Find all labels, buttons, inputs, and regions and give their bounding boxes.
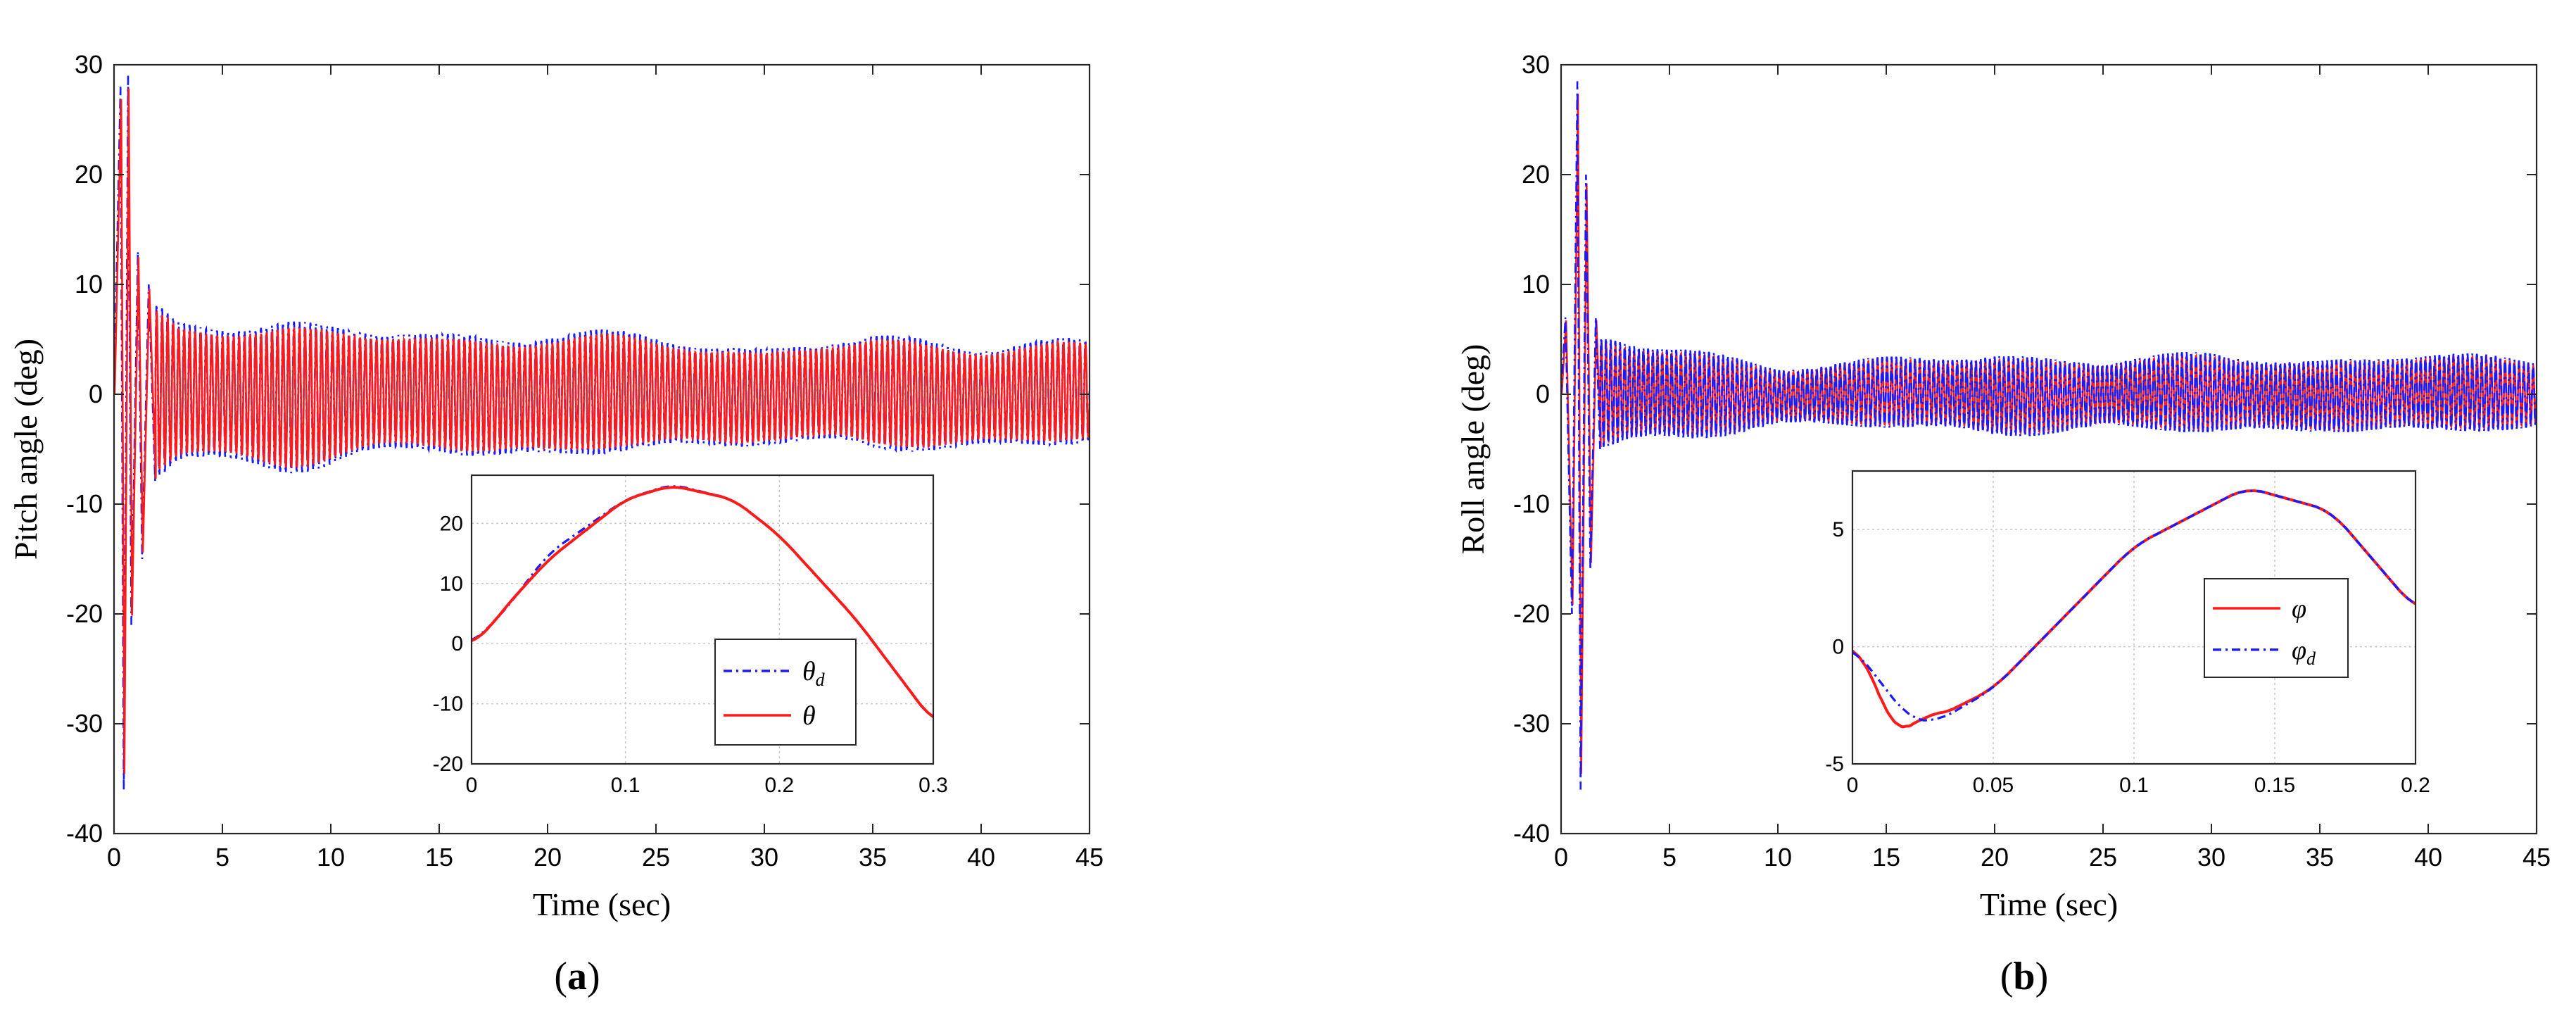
x-axis-label: Time (sec) bbox=[1980, 886, 2118, 922]
plot-frame bbox=[113, 63, 1091, 835]
x-tick-label: 5 bbox=[215, 843, 229, 872]
inset-y-tick-label: 5 bbox=[1832, 518, 1844, 541]
x-axis-label: Time (sec) bbox=[533, 886, 671, 922]
inset-x-tick-label: 0.2 bbox=[764, 774, 794, 797]
y-tick-label: 0 bbox=[89, 379, 103, 408]
main-signal bbox=[114, 75, 1090, 790]
y-tick-label: -10 bbox=[66, 489, 103, 518]
legend-label: θ bbox=[802, 701, 816, 731]
inset-x-tick-label: 0.05 bbox=[1973, 774, 2014, 797]
legend: θd θ bbox=[714, 639, 857, 746]
legend: φ φd bbox=[2204, 578, 2349, 678]
y-tick-label: 10 bbox=[75, 270, 103, 299]
inset-x-tick-label: 0.2 bbox=[2401, 774, 2430, 797]
x-tick-label: 30 bbox=[750, 843, 778, 872]
inset-frame bbox=[1851, 470, 2417, 765]
inset-y-tick-label: -10 bbox=[433, 693, 463, 716]
y-tick-label: 20 bbox=[75, 160, 103, 189]
y-tick-label: 0 bbox=[1536, 379, 1550, 408]
inset-line-actual bbox=[1852, 489, 2416, 729]
inset-y-tick-label: 0 bbox=[1832, 636, 1844, 659]
y-tick-label: 30 bbox=[75, 50, 103, 79]
legend-label: φ bbox=[2292, 594, 2306, 624]
plot-frame bbox=[1560, 63, 2538, 835]
pitch-angle-chart: 0 5 10 15 20 25 30 35 40 45 -40 -30 -20 -10 0 10 20 30 Tim… bbox=[8, 50, 1104, 998]
x-tick-label: 45 bbox=[1075, 843, 1104, 872]
inset-line-actual bbox=[472, 486, 933, 718]
y-tick-label: 10 bbox=[1522, 270, 1550, 299]
x-tick-label: 40 bbox=[967, 843, 995, 872]
inset-x-tick-label: 0.3 bbox=[918, 774, 948, 797]
x-tick-label: 20 bbox=[1981, 843, 2009, 872]
x-tick-label: 35 bbox=[859, 843, 887, 872]
series-line-actual bbox=[114, 88, 1090, 774]
inset-background bbox=[472, 475, 933, 764]
inset-x-tick-label: 0.1 bbox=[2119, 774, 2149, 797]
roll-angle-chart: 0 5 10 15 20 25 30 35 40 45 -40 -30 -20 -10 0 10 20 30 Tim… bbox=[1455, 50, 2551, 998]
x-tick-label: 10 bbox=[1764, 843, 1792, 872]
y-tick-label: -40 bbox=[1513, 819, 1550, 848]
x-tick-label: 35 bbox=[2306, 843, 2334, 872]
legend-label: φd bbox=[2292, 636, 2316, 669]
inset-x-tick-label: 0.15 bbox=[2254, 774, 2295, 797]
legend-box bbox=[714, 639, 857, 746]
inset-y-tick-label: 10 bbox=[440, 572, 463, 596]
x-tick-label: 5 bbox=[1662, 843, 1677, 872]
x-tick-label: 25 bbox=[2089, 843, 2117, 872]
inset-y-tick-label: 20 bbox=[440, 512, 463, 535]
main-signal bbox=[1561, 81, 2537, 790]
y-tick-label: -20 bbox=[1513, 599, 1550, 628]
panel-caption: (b) bbox=[2000, 955, 2048, 998]
legend-box bbox=[2204, 578, 2349, 678]
x-tick-label: 20 bbox=[533, 843, 562, 872]
y-tick-label: -40 bbox=[66, 819, 103, 848]
inset-y-tick-label: -20 bbox=[433, 753, 463, 776]
y-axis-label: Pitch angle (deg) bbox=[8, 339, 44, 560]
y-tick-label: 30 bbox=[1522, 50, 1550, 79]
x-tick-label: 25 bbox=[642, 843, 670, 872]
inset-x-tick-label: 0 bbox=[466, 774, 478, 797]
panel-caption: (a) bbox=[554, 955, 600, 998]
x-tick-label: 10 bbox=[317, 843, 345, 872]
inset-x-tick-label: 0 bbox=[1847, 774, 1859, 797]
x-tick-label: 0 bbox=[1554, 843, 1568, 872]
x-tick-label: 15 bbox=[1872, 843, 1900, 872]
x-tick-label: 40 bbox=[2414, 843, 2442, 872]
legend-label: θd bbox=[802, 657, 826, 690]
x-tick-label: 15 bbox=[425, 843, 453, 872]
y-tick-label: 20 bbox=[1522, 160, 1550, 189]
zoom-inset: 0 0.1 0.2 0.3 -20 -10 0 10 20 θd θ bbox=[433, 474, 948, 797]
inset-y-tick-label: 0 bbox=[451, 632, 463, 655]
y-axis-label: Roll angle (deg) bbox=[1455, 344, 1491, 555]
x-tick-label: 30 bbox=[2197, 843, 2225, 872]
series-line-desired bbox=[1561, 81, 2537, 790]
x-tick-label: 0 bbox=[107, 843, 121, 872]
y-tick-label: -30 bbox=[1513, 709, 1550, 738]
x-tick-label: 45 bbox=[2523, 843, 2551, 872]
y-tick-label: -10 bbox=[1513, 489, 1550, 518]
inset-y-tick-label: -5 bbox=[1825, 753, 1844, 776]
y-tick-label: -20 bbox=[66, 599, 103, 628]
inset-x-tick-label: 0.1 bbox=[611, 774, 640, 797]
inset-frame bbox=[470, 474, 935, 765]
y-tick-label: -30 bbox=[66, 709, 103, 738]
